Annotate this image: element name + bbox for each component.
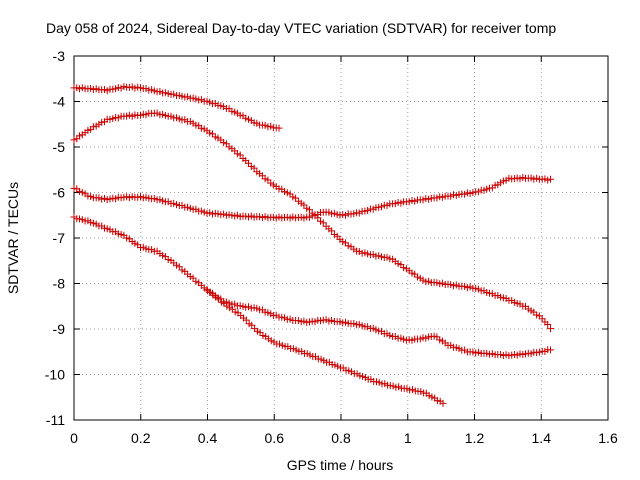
x-tick-label: 1.2 — [465, 430, 485, 446]
x-axis-title: GPS time / hours — [287, 457, 394, 473]
data-point — [547, 325, 554, 333]
data-point — [547, 346, 554, 354]
data-series — [70, 83, 554, 407]
data-point — [250, 164, 258, 172]
grid-lines — [74, 56, 608, 420]
data-point — [547, 175, 554, 183]
data-point — [275, 124, 283, 132]
series-track-1 — [70, 83, 283, 132]
y-tick-labels: -11 -10 -9 -8 -7 -6 -5 -4 -3 — [45, 48, 65, 428]
y-tick-label: -10 — [45, 367, 65, 383]
x-tick-label: 0.4 — [198, 430, 218, 446]
y-tick-label: -3 — [53, 48, 66, 64]
x-tick-label: 1 — [404, 430, 412, 446]
data-point — [242, 316, 250, 324]
data-point — [544, 321, 552, 328]
series-track-4 — [70, 213, 554, 360]
y-tick-label: -4 — [53, 94, 66, 110]
y-tick-label: -7 — [53, 230, 66, 246]
y-tick-label: -6 — [53, 185, 66, 201]
y-tick-label: -5 — [53, 139, 66, 155]
series-track-3 — [70, 174, 554, 222]
chart-title: Day 058 of 2024, Sidereal Day-to-day VTE… — [46, 20, 556, 36]
x-tick-label: 0.2 — [131, 430, 151, 446]
data-point — [328, 227, 336, 235]
x-tick-label: 1.6 — [598, 430, 618, 446]
x-tick-labels: 0 0.2 0.4 0.6 0.8 1 1.2 1.4 1.6 — [70, 430, 618, 446]
y-tick-label: -8 — [53, 276, 66, 292]
axis-ticks — [73, 55, 609, 421]
y-tick-label: -9 — [53, 321, 66, 337]
series-track-5 — [204, 287, 447, 407]
x-tick-label: 1.4 — [532, 430, 552, 446]
data-point — [439, 399, 447, 407]
x-tick-label: 0.6 — [265, 430, 285, 446]
series-track-2 — [70, 109, 554, 333]
x-tick-label: 0 — [70, 430, 78, 446]
x-tick-label: 0.8 — [331, 430, 351, 446]
y-tick-label: -11 — [46, 412, 65, 428]
y-axis-title: SDTVAR / TECUs — [5, 182, 21, 294]
